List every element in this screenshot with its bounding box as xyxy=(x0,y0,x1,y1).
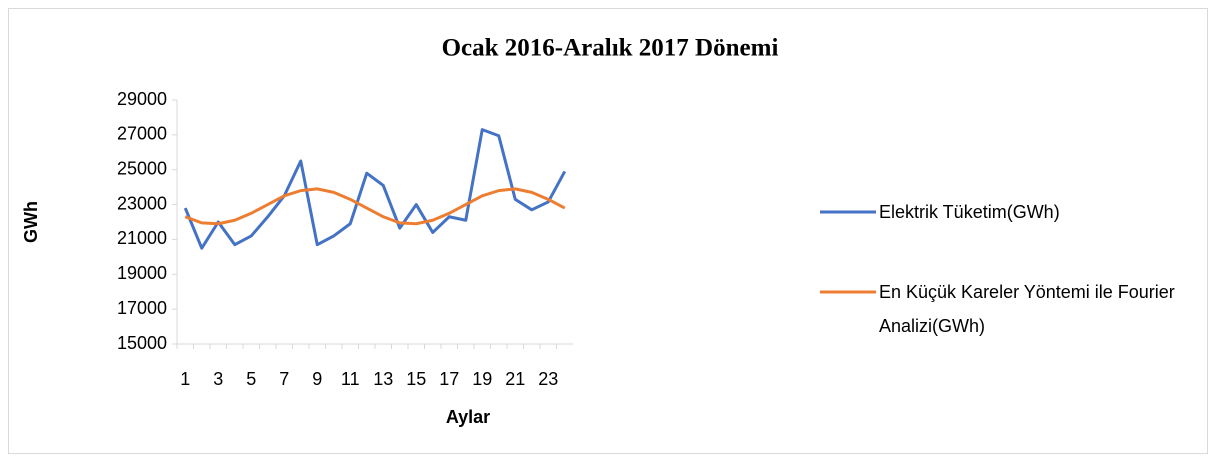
y-tick-label: 21000 xyxy=(117,228,167,248)
x-tick-label: 17 xyxy=(439,369,459,389)
x-tick-label: 23 xyxy=(538,369,558,389)
y-tick-label: 15000 xyxy=(117,333,167,353)
y-tick-label: 19000 xyxy=(117,263,167,283)
line-series xyxy=(183,128,567,250)
y-tick-label: 25000 xyxy=(117,158,167,178)
x-tick-label: 15 xyxy=(406,369,426,389)
x-axis-title: Aylar xyxy=(446,407,490,427)
line-series xyxy=(184,187,566,226)
x-tick-label: 7 xyxy=(279,369,289,389)
y-tick-label: 17000 xyxy=(117,298,167,318)
y-tick-label: 29000 xyxy=(117,89,167,109)
x-tick-label: 11 xyxy=(341,369,360,389)
x-tick-label: 9 xyxy=(312,369,322,389)
y-tick-label: 23000 xyxy=(117,193,167,213)
x-tick-label: 1 xyxy=(180,369,190,389)
legend-label: En Küçük Kareler Yöntemi ile Fourier Ana… xyxy=(879,282,1175,336)
y-tick-label: 27000 xyxy=(117,124,167,144)
x-tick-label: 19 xyxy=(472,369,492,389)
chart-border xyxy=(8,8,1208,454)
x-tick-label: 21 xyxy=(505,369,525,389)
legend-label: Elektrik Tüketim(GWh) xyxy=(879,202,1060,222)
x-tick-label: 13 xyxy=(373,369,393,389)
x-tick-label: 5 xyxy=(246,369,256,389)
x-tick-label: 3 xyxy=(213,369,223,389)
y-axis-title: GWh xyxy=(21,201,41,243)
chart-title: Ocak 2016-Aralık 2017 Dönemi xyxy=(442,35,779,62)
